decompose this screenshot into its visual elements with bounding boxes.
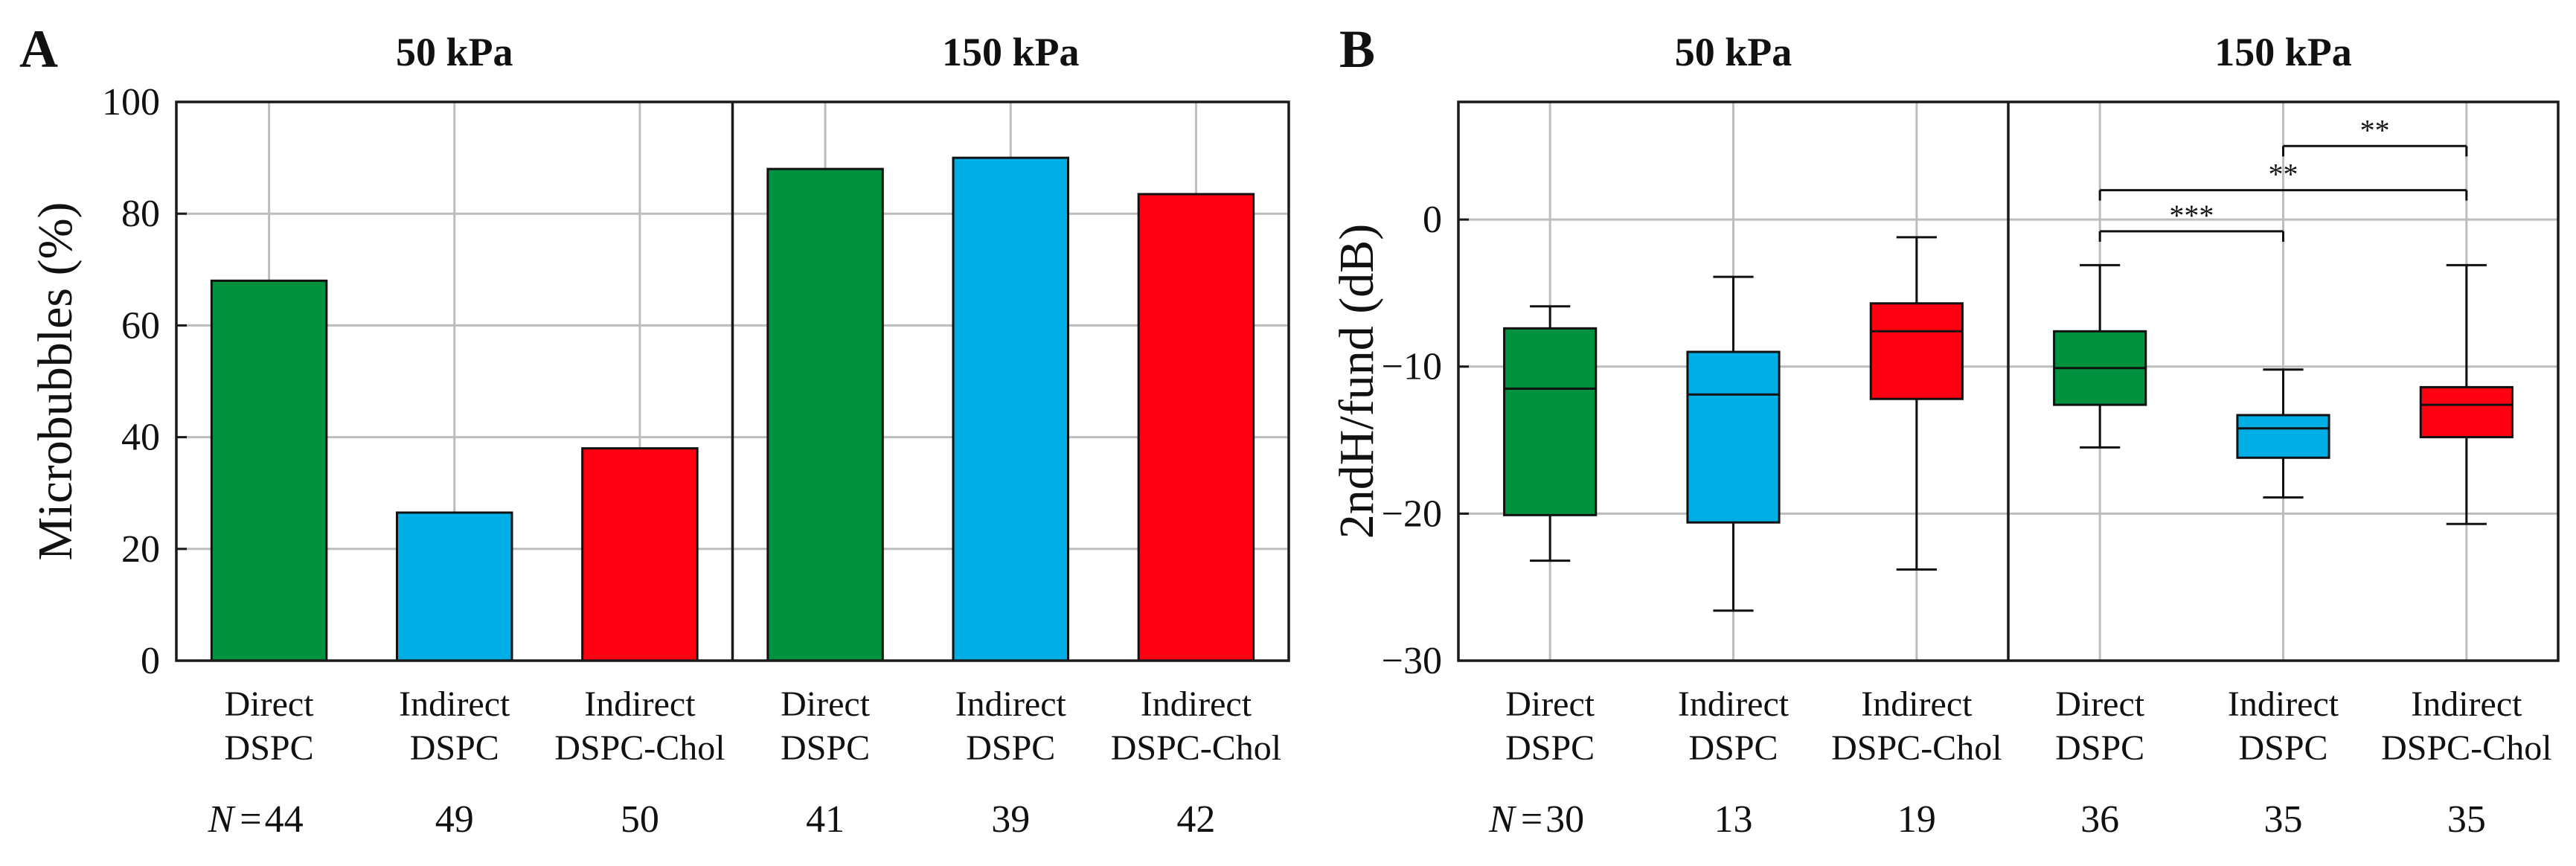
x-tick-label: Indirect xyxy=(1141,684,1252,724)
group-title: 150 kPa xyxy=(2214,30,2352,74)
x-tick-label: DSPC xyxy=(2238,728,2327,768)
x-tick-label: Direct xyxy=(2055,684,2145,724)
significance-label: ** xyxy=(2360,113,2390,147)
x-tick-label: Direct xyxy=(1505,684,1595,724)
n-equals: = xyxy=(240,798,261,841)
n-value: 44 xyxy=(265,798,304,841)
x-tick-label: Direct xyxy=(781,684,871,724)
box xyxy=(1503,327,1598,516)
bar xyxy=(210,279,328,662)
x-tick-label: DSPC-Chol xyxy=(554,728,725,768)
box xyxy=(2236,414,2330,459)
y-tick-label: 0 xyxy=(141,640,160,682)
bar xyxy=(581,447,699,662)
x-tick-label: DSPC xyxy=(410,728,499,768)
n-value: 50 xyxy=(621,798,659,841)
y-axis-label: 2ndH/fund (dB) xyxy=(1330,224,1384,539)
x-tick-label: Indirect xyxy=(2411,684,2522,724)
x-tick-label: Indirect xyxy=(584,684,696,724)
n-value: 41 xyxy=(806,798,845,841)
plot-frame xyxy=(1457,100,2560,662)
n-value: 36 xyxy=(2080,798,2119,841)
n-value: 35 xyxy=(2264,798,2303,841)
group-title: 50 kPa xyxy=(396,30,513,74)
y-tick-label: 20 xyxy=(121,528,160,571)
y-axis-label: Microbubbles (%) xyxy=(28,202,83,560)
y-tick-label: 40 xyxy=(121,417,160,459)
x-tick-label: Indirect xyxy=(1861,684,1973,724)
n-symbol: N xyxy=(1488,798,1517,841)
y-tick-label: 80 xyxy=(121,193,160,235)
x-tick-label: Indirect xyxy=(399,684,510,724)
n-value: 19 xyxy=(1897,798,1936,841)
y-tick-label: 0 xyxy=(1423,199,1442,241)
y-tick-label: −10 xyxy=(1382,346,1442,388)
x-tick-label: DSPC xyxy=(1688,728,1778,768)
y-tick-label: 100 xyxy=(102,81,160,124)
n-value: 13 xyxy=(1714,798,1753,841)
bar xyxy=(1137,193,1255,662)
x-tick-label: DSPC xyxy=(966,728,1055,768)
n-value: 30 xyxy=(1545,798,1584,841)
panel-label: A xyxy=(19,19,58,79)
bar xyxy=(952,156,1069,662)
bar xyxy=(396,511,513,662)
box xyxy=(1686,350,1781,524)
x-tick-label: DSPC xyxy=(781,728,870,768)
bar xyxy=(766,167,884,662)
x-tick-label: DSPC xyxy=(1505,728,1595,768)
x-tick-label: Indirect xyxy=(955,684,1067,724)
n-equals: = xyxy=(1521,798,1542,841)
n-value: 35 xyxy=(2447,798,2486,841)
n-symbol: N xyxy=(208,798,237,841)
box xyxy=(2419,385,2513,439)
y-tick-label: −20 xyxy=(1382,493,1442,535)
group-title: 50 kPa xyxy=(1675,30,1792,74)
box xyxy=(1869,302,1964,400)
n-value: 42 xyxy=(1176,798,1215,841)
y-tick-label: −30 xyxy=(1382,640,1442,682)
n-value: 49 xyxy=(435,798,474,841)
x-tick-label: DSPC xyxy=(2055,728,2144,768)
significance-label: *** xyxy=(2169,199,2214,232)
x-tick-label: DSPC-Chol xyxy=(2381,728,2551,768)
n-value: 39 xyxy=(991,798,1030,841)
panel-label: B xyxy=(1339,19,1375,79)
x-tick-label: DSPC-Chol xyxy=(1111,728,1281,768)
x-tick-label: Indirect xyxy=(1678,684,1790,724)
y-tick-label: 60 xyxy=(121,304,160,347)
plot-frame xyxy=(175,100,1290,662)
group-title: 150 kPa xyxy=(942,30,1080,74)
x-tick-label: DSPC xyxy=(225,728,314,768)
x-tick-label: DSPC-Chol xyxy=(1831,728,2002,768)
panel-b: 0 −10 −20 −30 2ndH/fund (dB) B 50 kPa 150 kPa Di… xyxy=(1330,19,2560,841)
significance-label: ** xyxy=(2269,158,2298,191)
panel-a: 0 20 40 60 80 100 Microbubbles (%) A 50 kPa 150 k… xyxy=(19,19,1290,841)
x-tick-label: Direct xyxy=(225,684,315,724)
n-label: N = xyxy=(1488,798,1542,841)
n-label: N = xyxy=(208,798,262,841)
x-tick-label: Indirect xyxy=(2228,684,2339,724)
